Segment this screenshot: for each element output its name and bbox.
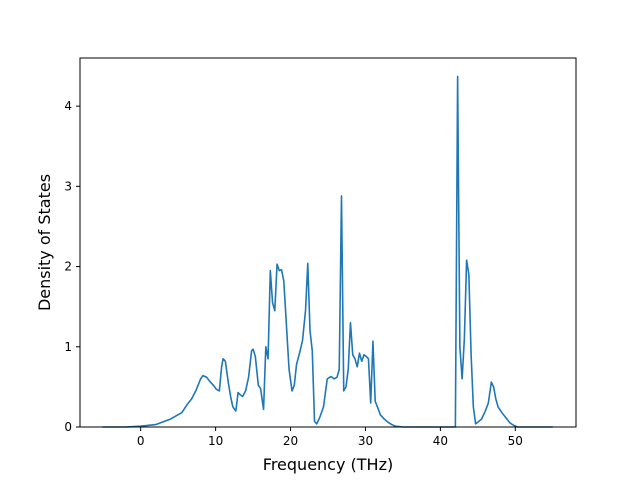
dos-series-line [102, 75, 553, 428]
y-tick-label: 2 [64, 260, 72, 274]
x-tick-label: 40 [433, 434, 448, 448]
plot-frame [79, 57, 577, 428]
y-axis-label: Density of States [35, 174, 54, 311]
x-tick-label: 30 [358, 434, 373, 448]
y-tick-label: 4 [64, 99, 72, 113]
x-axis-label: Frequency (THz) [263, 455, 393, 474]
x-tick-label: 0 [137, 434, 145, 448]
plot-area [102, 75, 553, 428]
x-tick-label: 20 [283, 434, 298, 448]
y-tick-label: 3 [64, 179, 72, 193]
x-tick-label: 10 [208, 434, 223, 448]
x-tick-label: 50 [508, 434, 523, 448]
axis-ticks: 0 10 20 30 40 50 0 1 2 3 4 [64, 99, 523, 448]
y-tick-label: 0 [64, 420, 72, 434]
y-tick-label: 1 [64, 340, 72, 354]
